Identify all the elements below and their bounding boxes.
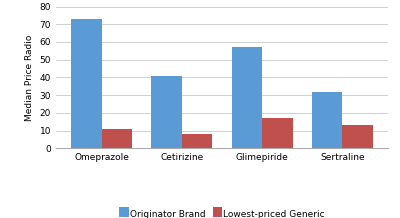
Bar bbox=[312, 92, 342, 148]
Bar bbox=[71, 19, 102, 148]
Y-axis label: Median Price Radio: Median Price Radio bbox=[25, 34, 34, 121]
Legend: Originator Brand, Lowest-priced Generic: Originator Brand, Lowest-priced Generic bbox=[115, 207, 329, 218]
Bar bbox=[342, 125, 373, 148]
Bar bbox=[182, 134, 212, 148]
Bar bbox=[102, 129, 132, 148]
Bar bbox=[262, 118, 293, 148]
Bar bbox=[232, 47, 262, 148]
Bar bbox=[151, 76, 182, 148]
